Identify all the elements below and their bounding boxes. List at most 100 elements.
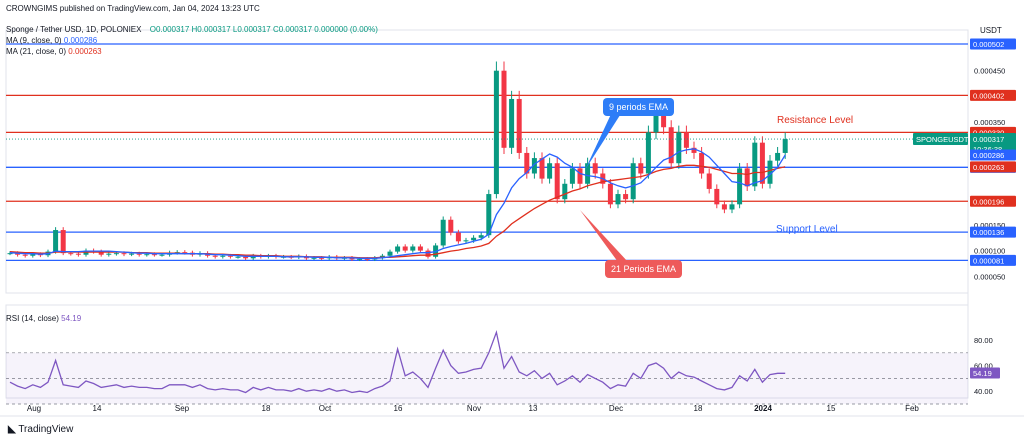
ema21-callout: 21 Periods EMA xyxy=(605,260,683,278)
currency-label: USDT xyxy=(980,26,1002,35)
rsi-tick-label: 40.00 xyxy=(974,387,993,396)
candle xyxy=(706,173,712,189)
candle xyxy=(539,158,545,179)
candle xyxy=(243,256,249,259)
x-tick-label: 16 xyxy=(394,404,403,413)
candle xyxy=(250,255,256,259)
candle xyxy=(592,163,598,174)
candle xyxy=(638,163,644,174)
rsi-value-tag: 54.19 xyxy=(973,369,992,378)
level-price-tag-bg xyxy=(970,226,1016,238)
rsi-legend[interactable]: RSI (14, close) 54.19 xyxy=(6,314,81,323)
ma-price-tag-bg xyxy=(970,149,1016,161)
candle xyxy=(136,253,142,255)
ma9-legend[interactable]: MA (9, close, 0) 0.000286 xyxy=(6,36,97,45)
candle xyxy=(60,230,66,254)
x-tick-label: 18 xyxy=(694,404,703,413)
candle xyxy=(159,254,165,256)
candle xyxy=(98,251,104,255)
candles-group xyxy=(7,61,788,262)
rsi-tick-label: 80.00 xyxy=(974,336,993,345)
price-tick-label: 0.000050 xyxy=(974,272,1005,281)
tradingview-brand: TradingView xyxy=(18,424,74,435)
candle xyxy=(668,127,674,164)
candle xyxy=(227,255,233,257)
symbol-line: Sponge / Tether USD, 1D, POLONIEX O0.000… xyxy=(6,25,378,34)
ohlc-values: O0.000317 H0.000317 L0.000317 C0.000317 … xyxy=(149,25,378,34)
candle xyxy=(782,139,788,153)
symbol-tag-bg xyxy=(913,133,968,146)
level-price-tag: 0.000402 xyxy=(973,91,1004,100)
level-price-tag: 0.000330 xyxy=(973,128,1004,137)
candle xyxy=(623,194,629,200)
candle xyxy=(493,70,499,195)
candle xyxy=(425,250,431,257)
candle xyxy=(22,254,28,256)
candle xyxy=(7,253,13,255)
x-tick-label: Aug xyxy=(27,404,41,413)
candle xyxy=(501,70,507,148)
level-price-tag-bg xyxy=(970,38,1016,50)
x-tick-label: Oct xyxy=(319,404,332,413)
x-tick-label: 18 xyxy=(262,404,271,413)
candle xyxy=(144,254,150,256)
level-price-tag: 0.000196 xyxy=(973,197,1004,206)
tradingview-logo-icon: ◣ xyxy=(8,424,16,435)
candle xyxy=(395,246,401,252)
resistance-label: Resistance Level xyxy=(777,115,854,126)
candle xyxy=(235,256,241,258)
candle xyxy=(729,204,735,210)
rsi-tick-label: 60.00 xyxy=(974,362,993,371)
candle xyxy=(585,163,591,184)
level-price-tag: 0.000502 xyxy=(973,40,1004,49)
x-tick-label: Nov xyxy=(467,404,481,413)
candle xyxy=(319,257,325,259)
candle xyxy=(699,152,705,174)
x-tick-label: 2024 xyxy=(754,404,772,413)
price-tick-label: 0.000150 xyxy=(974,221,1005,230)
rsi-value: 54.19 xyxy=(61,314,82,323)
candle xyxy=(759,142,765,184)
candle xyxy=(714,188,720,205)
current-price-tag: 0.000317 xyxy=(973,135,1004,144)
candle xyxy=(220,255,226,257)
candle xyxy=(471,237,477,241)
candle xyxy=(486,194,492,236)
tradingview-logo[interactable]: ◣ TradingView xyxy=(8,424,73,435)
published-by: CROWNGIMS published on TradingView.com, … xyxy=(6,4,260,13)
level-price-tag-bg xyxy=(970,195,1016,207)
symbol-tag: SPONGEUSDT xyxy=(916,135,969,144)
x-tick-label: 14 xyxy=(93,404,102,413)
support-label: Support Level xyxy=(776,224,838,235)
ma21-legend[interactable]: MA (21, close, 0) 0.000263 xyxy=(6,47,102,56)
price-tick-label: 0.000350 xyxy=(974,118,1005,127)
candle xyxy=(752,142,758,187)
candle xyxy=(478,235,484,238)
ema21-callout-pointer xyxy=(580,210,628,262)
price-tick-label: 0.000450 xyxy=(974,67,1005,76)
candle xyxy=(212,255,218,257)
x-tick-label: Dec xyxy=(609,404,623,413)
ma21-value: 0.000263 xyxy=(68,47,102,56)
candle xyxy=(311,257,317,259)
candle xyxy=(129,253,135,255)
candle xyxy=(106,253,112,255)
candle xyxy=(463,240,469,242)
symbol-title[interactable]: Sponge / Tether USD, 1D, POLONIEX xyxy=(6,25,142,34)
candle xyxy=(691,147,697,153)
ma-price-tag: 0.000286 xyxy=(973,151,1004,160)
candle xyxy=(440,219,446,246)
candle xyxy=(577,168,583,184)
candle xyxy=(562,183,568,200)
candle xyxy=(448,219,454,233)
rsi-label: RSI (14, close) xyxy=(6,314,59,323)
candle xyxy=(509,98,515,148)
candle xyxy=(645,132,651,174)
candle xyxy=(615,194,621,205)
candle xyxy=(151,254,157,256)
ma21-line xyxy=(9,164,786,259)
candle xyxy=(75,253,81,255)
candle xyxy=(387,251,393,256)
candle xyxy=(630,163,636,200)
